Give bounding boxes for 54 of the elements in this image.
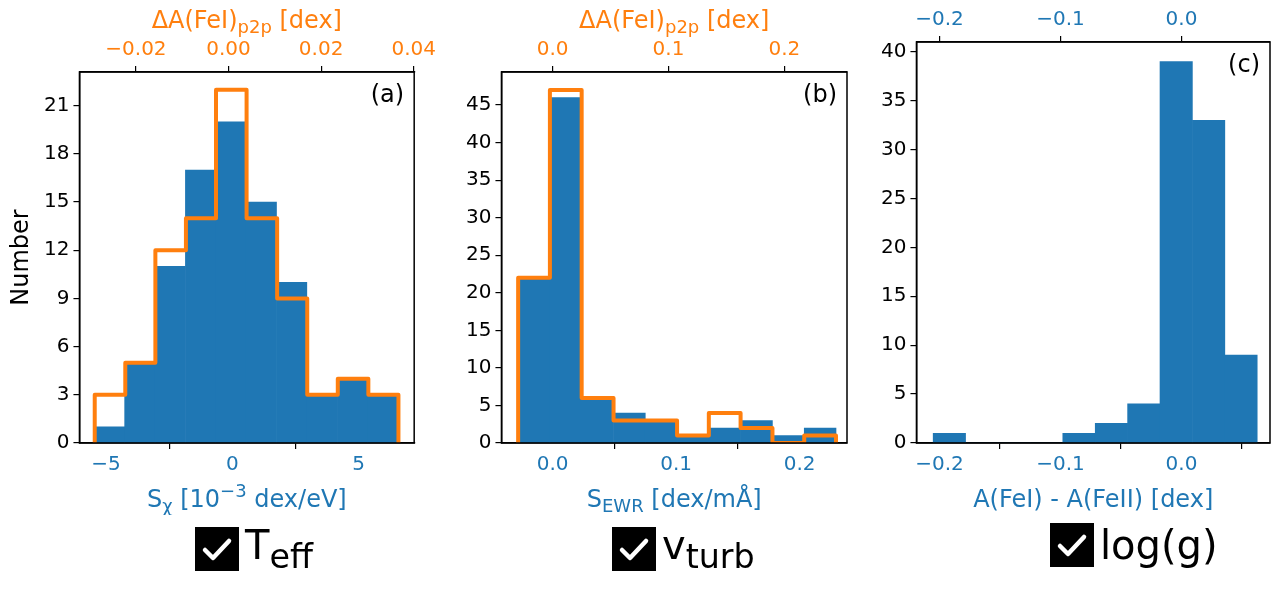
- y-tick-label: 18: [44, 140, 70, 165]
- y-tick-label: 0: [893, 429, 907, 454]
- x-tick-label: 0.0: [536, 451, 569, 476]
- x-axis-title: A(FeI) - A(FeII) [dex]: [973, 485, 1214, 513]
- y-tick-label: 20: [881, 233, 907, 258]
- x-tick-label: 5: [352, 451, 365, 476]
- x2-tick-label: 0.02: [298, 36, 344, 61]
- x2-tick-label: 0.00: [206, 36, 251, 61]
- y-tick-label: 45: [466, 91, 492, 116]
- y-tick-label: 10: [881, 331, 907, 356]
- x-tick-label: −0.2: [915, 451, 964, 476]
- y-tick-label: 40: [881, 37, 907, 62]
- y-tick-label: 3: [56, 381, 70, 406]
- y-tick-label: 0: [56, 429, 70, 454]
- x-tick-label: −0.1: [1036, 451, 1085, 476]
- x2-tick-label: −0.02: [105, 36, 167, 61]
- y-tick-label: 21: [44, 91, 70, 116]
- y-tick-label: 25: [881, 184, 907, 209]
- x-tick-label: 0.2: [783, 451, 816, 476]
- x2-tick-label: −0.2: [915, 6, 964, 31]
- x2-tick-label: 0.2: [768, 36, 801, 61]
- y-tick-label: 5: [478, 391, 492, 416]
- y-tick-label: 10: [466, 354, 492, 379]
- y-axis-title: Number: [6, 209, 34, 306]
- text: T$_{eff}$: [245, 522, 313, 576]
- x-tick-label: 0.1: [660, 451, 692, 476]
- chart-title: (a): [370, 80, 405, 109]
- x2-tick-label: 0.0: [536, 36, 569, 61]
- y-tick-label: 30: [881, 135, 907, 160]
- y-tick-label: 35: [466, 166, 492, 191]
- y-tick-label: 15: [466, 316, 492, 341]
- y-tick-label: 5: [893, 380, 907, 405]
- y-tick-label: 30: [466, 203, 492, 228]
- y-tick-label: 35: [881, 86, 907, 111]
- x2-tick-label: 0.1: [652, 36, 685, 61]
- y-tick-label: 0: [478, 429, 492, 454]
- x-tick-label: −5: [91, 451, 121, 476]
- chart-title: (c): [1228, 50, 1260, 79]
- x-tick-label: 0: [225, 451, 239, 476]
- text: log(g): [1100, 522, 1218, 568]
- x2-tick-label: −0.1: [1036, 6, 1085, 31]
- x-tick-label: 0.0: [1165, 451, 1198, 476]
- y-tick-label: 12: [44, 236, 70, 261]
- y-tick-label: 15: [881, 282, 907, 307]
- x2-tick-label: 0.04: [391, 36, 436, 61]
- text: v$_{turb}$: [662, 522, 755, 576]
- y-tick-label: 15: [44, 188, 70, 213]
- y-tick-label: 20: [466, 279, 492, 303]
- x2-tick-label: 0.0: [1165, 6, 1198, 31]
- chart-title: (b): [803, 80, 837, 109]
- y-tick-label: 25: [466, 241, 492, 266]
- y-tick-label: 6: [56, 332, 70, 357]
- y-tick-label: 9: [56, 284, 70, 309]
- y-tick-label: 40: [466, 128, 492, 153]
